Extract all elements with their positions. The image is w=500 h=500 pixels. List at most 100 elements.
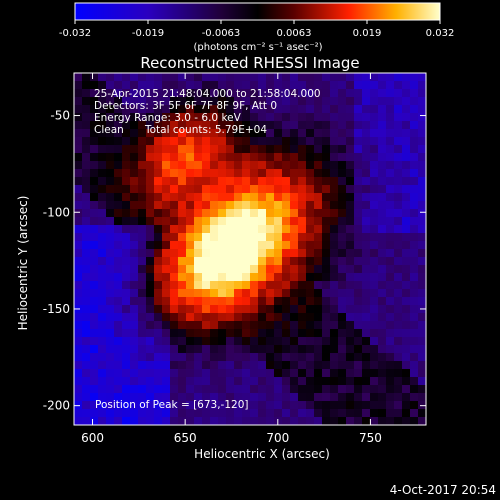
heatmap-cell [242, 201, 251, 210]
heatmap-cell [330, 289, 339, 298]
heatmap-cell [234, 129, 243, 138]
heatmap-cell [114, 201, 123, 210]
heatmap-cell [138, 305, 147, 314]
heatmap-cell [306, 217, 315, 226]
heatmap-cell [154, 265, 163, 274]
heatmap-cell [338, 105, 347, 114]
heatmap-cell [386, 249, 395, 258]
heatmap-cell [146, 193, 155, 202]
heatmap-cell [370, 89, 379, 98]
heatmap-cell [266, 169, 275, 178]
heatmap-cell [410, 289, 419, 298]
heatmap-cell [338, 257, 347, 266]
heatmap-cell [338, 337, 347, 346]
heatmap-cell [146, 137, 155, 146]
heatmap-cell [130, 177, 139, 186]
heatmap-cell [90, 385, 99, 394]
heatmap-cell [138, 297, 147, 306]
heatmap-cell [346, 129, 355, 138]
heatmap-cell [226, 369, 235, 378]
heatmap-cell [234, 113, 243, 122]
heatmap-cell [298, 129, 307, 138]
heatmap-cell [314, 217, 323, 226]
heatmap-cell [138, 281, 147, 290]
heatmap-cell [178, 313, 187, 322]
heatmap-cell [346, 353, 355, 362]
heatmap-cell [418, 185, 426, 194]
heatmap-cell [258, 377, 267, 386]
heatmap-cell [362, 113, 371, 122]
heatmap-cell [202, 193, 211, 202]
heatmap-cell [370, 217, 379, 226]
heatmap-cell [162, 353, 171, 362]
heatmap-cell [154, 329, 163, 338]
heatmap-cell [138, 377, 147, 386]
heatmap-cell [170, 225, 179, 234]
heatmap-cell [90, 129, 99, 138]
heatmap-cell [202, 89, 211, 98]
heatmap-cell [418, 73, 426, 82]
heatmap-cell [354, 369, 363, 378]
heatmap-cell [354, 209, 363, 218]
heatmap-cell [162, 81, 171, 90]
heatmap-cell [402, 337, 411, 346]
heatmap-cell [322, 129, 331, 138]
heatmap-cell [418, 161, 426, 170]
heatmap-cell [306, 337, 315, 346]
heatmap-cell [242, 417, 251, 425]
heatmap-cell [386, 97, 395, 106]
heatmap-cell [122, 281, 131, 290]
heatmap-cell [162, 241, 171, 250]
heatmap-cell [178, 217, 187, 226]
heatmap-cell [218, 265, 227, 274]
heatmap-cell [298, 217, 307, 226]
heatmap-cell [130, 81, 139, 90]
heatmap-cell [130, 345, 139, 354]
heatmap-cell [90, 273, 99, 282]
heatmap-cell [290, 249, 299, 258]
heatmap-cell [82, 369, 91, 378]
heatmap-cell [386, 305, 395, 314]
heatmap-cell [202, 177, 211, 186]
heatmap-cell [266, 337, 275, 346]
heatmap-cell [290, 393, 299, 402]
heatmap-cell [282, 369, 291, 378]
heatmap-cell [274, 153, 283, 162]
heatmap-cell [90, 329, 99, 338]
heatmap-cell [74, 201, 83, 210]
heatmap-cell [162, 233, 171, 242]
heatmap-cell [370, 393, 379, 402]
heatmap-cell [98, 113, 107, 122]
heatmap-cell [162, 113, 171, 122]
heatmap-cell [106, 249, 115, 258]
heatmap-cell [290, 313, 299, 322]
heatmap-cell [266, 137, 275, 146]
heatmap-cell [250, 321, 259, 330]
heatmap-cell [130, 137, 139, 146]
heatmap-cell [378, 113, 387, 122]
heatmap-cell [122, 201, 131, 210]
heatmap-cell [298, 345, 307, 354]
heatmap-cell [354, 297, 363, 306]
heatmap-cell [82, 121, 91, 130]
heatmap-cell [202, 169, 211, 178]
heatmap-cell [354, 201, 363, 210]
heatmap-cell [202, 385, 211, 394]
heatmap-cell [98, 337, 107, 346]
heatmap-cell [194, 273, 203, 282]
heatmap-cell [298, 177, 307, 186]
heatmap-cell [290, 257, 299, 266]
heatmap-cell [242, 289, 251, 298]
heatmap-cell [418, 369, 426, 378]
heatmap-cell [266, 241, 275, 250]
heatmap-cell [370, 417, 379, 425]
heatmap-cell [194, 345, 203, 354]
heatmap-cell [370, 345, 379, 354]
heatmap-cell [410, 297, 419, 306]
heatmap-cell [154, 193, 163, 202]
heatmap-cell [146, 161, 155, 170]
heatmap-cell [354, 121, 363, 130]
heatmap-cell [226, 329, 235, 338]
heatmap-cell [386, 193, 395, 202]
heatmap-cell [186, 257, 195, 266]
